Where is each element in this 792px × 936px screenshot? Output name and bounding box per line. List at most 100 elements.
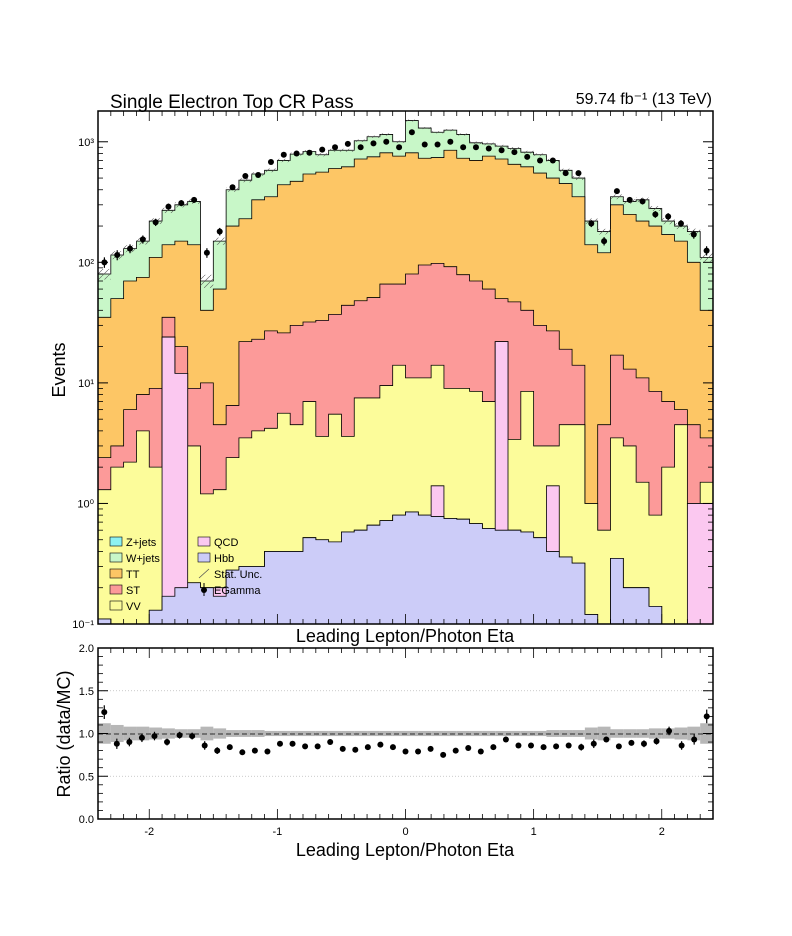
stat-unc-bin [213,237,227,245]
data-point [665,213,672,220]
stat-unc-bin [264,168,278,173]
ratio-panel: 0.00.51.01.52.0 -2 -1 0 1 2 Ratio (data/MC) … [54,643,714,860]
ratio-band-bin [648,728,662,739]
ratio-point [490,744,497,751]
legend-swatch-egamma [201,587,207,593]
data-point [165,203,172,210]
x-tick-label: 1 [531,826,537,838]
ratio-point [515,742,522,749]
ratio-point [703,713,710,720]
data-point [242,173,249,180]
ratio-y-tick-label: 0.5 [79,771,94,783]
data-point [652,211,659,218]
data-point [383,138,390,145]
ratio-band-bin [482,730,496,737]
stat-unc-bin [700,253,713,262]
data-point [562,170,569,177]
ratio-y-ticks: 0.0 0.5 1.0 1.5 2.0 [79,643,713,826]
data-point [588,220,595,227]
ratio-point [101,709,108,716]
ratio-band-bin [187,729,201,738]
data-point [267,158,274,165]
ratio-point [590,740,597,747]
data-point [306,149,313,156]
ratio-band-bin [559,730,573,737]
ratio-point [201,742,208,749]
legend: Z+jets QCD W+jets Hbb TT Stat. Unc. ST EGamma VV [109,536,262,613]
stat-unc-bin [328,148,342,152]
ratio-y-tick-label: 0.0 [79,814,94,826]
ratio-point [565,742,572,749]
y-tick-label: 10⁰ [77,498,94,510]
stat-unc-bin [495,144,508,148]
ratio-stat-band [98,723,713,744]
data-point [280,151,287,158]
data-point [639,198,646,205]
ratio-band-bin [520,730,534,737]
legend-swatch-wjets [109,552,123,563]
data-points [101,129,710,268]
ratio-point [364,744,371,751]
ratio-point [452,747,459,754]
ratio-band-bin [418,730,432,737]
ratio-point [553,743,560,750]
legend-label-tt: TT [126,569,140,581]
ratio-band-bin [456,730,470,737]
stat-unc-bin [648,206,662,211]
ratio-band-bin [367,730,380,737]
legend-swatch-hbb [197,552,211,563]
legend-label-st: ST [126,585,140,597]
ratio-y-tick-label: 1.0 [79,729,94,741]
ratio-point [352,746,359,753]
data-point [575,170,582,177]
data-point [203,249,210,256]
legend-label-vv: VV [126,601,141,613]
ratio-band-bin [200,726,214,741]
data-point [357,144,364,151]
stat-unc-bin [661,218,675,225]
stat-unc-bin [610,194,624,200]
ratio-point [377,741,384,748]
ratio-point [251,747,258,754]
ratio-point [289,740,296,747]
data-point [152,219,159,226]
stat-unc-bin [162,207,175,214]
ratio-band-bin [379,730,393,737]
x-axis-label: Leading Lepton/Photon Eta [296,840,515,860]
ratio-band-bin [405,730,419,737]
stat-unc-bin [200,274,214,289]
stacked-histograms [98,120,713,624]
ratio-point [302,743,309,750]
data-point [191,196,198,203]
data-point [114,252,121,259]
data-point [613,188,620,195]
ratio-band-bin [226,730,239,737]
ratio-band-bin [264,730,278,737]
legend-swatch-qcd [197,536,211,547]
ratio-band-bin [123,726,137,741]
stat-unc-bin [456,133,470,136]
ratio-band-bin [238,730,252,737]
ratio-band-bin [213,728,227,739]
data-point [396,144,403,151]
ratio-band-bin [251,730,265,737]
data-point [549,157,556,164]
y-tick-label: 10¹ [78,378,94,390]
data-point [690,231,697,238]
stat-unc-bin [597,228,611,235]
ratio-point [176,732,183,739]
x-tick-label: 2 [659,826,665,838]
data-point [460,144,467,151]
ratio-point [540,744,547,751]
ratio-band-bin [277,730,291,737]
legend-label-hbb: Hbb [214,553,234,565]
stat-unc-bin [315,153,329,157]
y-axis-ticks: 10⁻¹ 10⁰ 10¹ 10² 10³ [72,137,713,631]
data-point [344,140,351,147]
ratio-band-bin [546,730,560,737]
data-point [255,172,262,179]
x-tick-label: 0 [402,826,408,838]
ratio-point [138,734,145,741]
data-point [229,184,236,191]
